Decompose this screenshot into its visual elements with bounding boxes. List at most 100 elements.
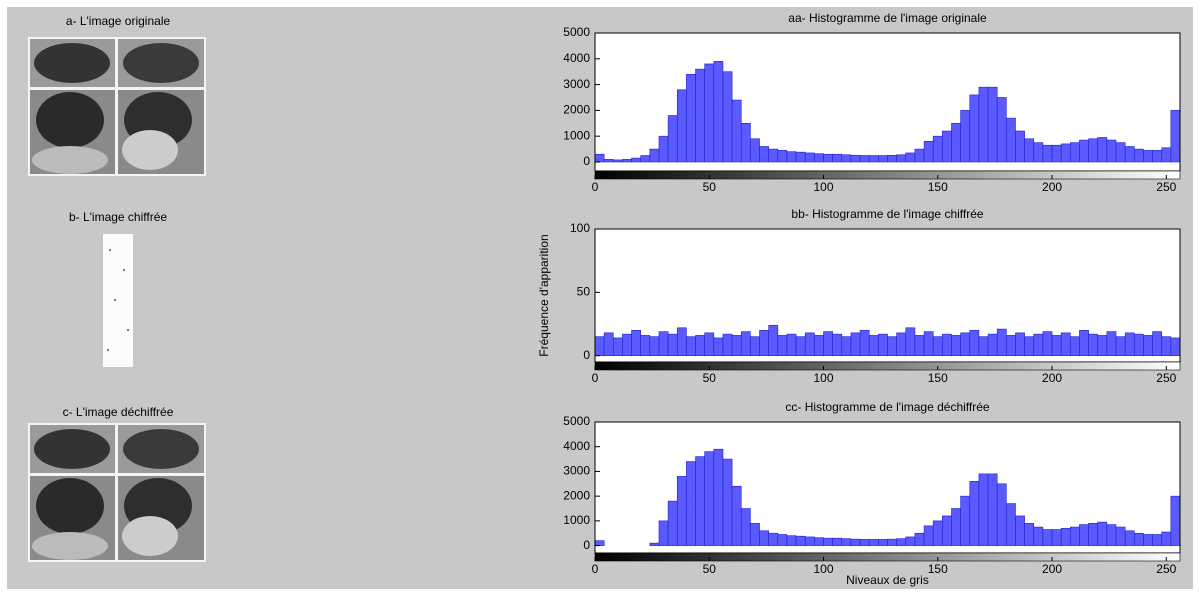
bar (641, 335, 650, 355)
x-tick-label: 0 (592, 371, 599, 385)
bar (622, 334, 631, 356)
bar (833, 334, 842, 356)
x-tick-label: 0 (592, 562, 599, 576)
y-tick-label: 1000 (563, 128, 590, 142)
bar (942, 131, 951, 162)
x-tick-label: 250 (1156, 371, 1176, 385)
bar (805, 537, 814, 546)
y-axis-label: Fréquence d'apparition (537, 234, 551, 356)
bar (1089, 523, 1098, 545)
bar (915, 149, 924, 162)
bar (1043, 332, 1052, 356)
bar (650, 149, 659, 162)
bar (1143, 150, 1152, 162)
bar (632, 158, 641, 162)
bar (1107, 140, 1116, 162)
bar (970, 481, 979, 545)
bar (723, 334, 732, 356)
bar (1116, 143, 1125, 162)
bar (732, 335, 741, 355)
x-tick-label: 200 (1042, 562, 1062, 576)
bar (979, 337, 988, 356)
bar (979, 87, 988, 162)
bar (732, 100, 741, 162)
x-axis-label: Niveaux de gris (846, 573, 929, 587)
bar (760, 146, 769, 161)
bar (760, 330, 769, 355)
bar (1089, 334, 1098, 356)
bar (1134, 149, 1143, 162)
bar (933, 136, 942, 162)
bar (613, 338, 622, 356)
x-tick-label: 100 (814, 371, 834, 385)
bar (942, 516, 951, 546)
bar (677, 328, 686, 356)
bar (1006, 118, 1015, 162)
bar (595, 541, 604, 546)
bar (1162, 532, 1171, 546)
bar (741, 332, 750, 356)
bar (851, 539, 860, 545)
bar (942, 334, 951, 356)
bar (1098, 137, 1107, 162)
bar (970, 95, 979, 162)
bar (1171, 110, 1180, 162)
y-tick-label: 50 (577, 285, 591, 299)
y-tick-label: 2000 (563, 103, 590, 117)
y-tick-label: 4000 (563, 439, 590, 453)
bar (878, 156, 887, 162)
y-tick-label: 0 (583, 154, 590, 168)
bar (1171, 496, 1180, 545)
bar (705, 64, 714, 162)
x-tick-label: 150 (928, 180, 948, 194)
x-tick-label: 150 (928, 562, 948, 576)
chart-title: cc- Histogramme de l'image déchiffrée (785, 400, 989, 414)
bar (1098, 522, 1107, 545)
bar (787, 152, 796, 162)
y-tick-label: 100 (570, 221, 590, 235)
panel-title: b- L'image chiffrée (69, 210, 167, 224)
bar (1052, 335, 1061, 355)
bar (1070, 337, 1079, 356)
bar (988, 474, 997, 546)
bar (705, 452, 714, 546)
bar (1153, 332, 1162, 356)
bar (1061, 333, 1070, 356)
bar (833, 154, 842, 162)
bar (1125, 146, 1134, 161)
bar (1107, 525, 1116, 546)
bar (796, 536, 805, 545)
bar (787, 536, 796, 546)
bar (951, 123, 960, 162)
bar (741, 509, 750, 546)
bar (714, 338, 723, 356)
bar (1143, 335, 1152, 355)
bar (1034, 334, 1043, 356)
bar (723, 72, 732, 162)
bar (842, 337, 851, 356)
bar (824, 332, 833, 356)
bar (1015, 333, 1024, 356)
bar (1070, 143, 1079, 162)
bar (860, 330, 869, 355)
bar (1107, 332, 1116, 356)
colorbar (595, 553, 1180, 561)
bar (860, 539, 869, 545)
bar (824, 154, 833, 162)
bar (842, 155, 851, 162)
bar (696, 335, 705, 355)
bar (686, 337, 695, 356)
bar (824, 538, 833, 545)
bar (897, 539, 906, 546)
bar (787, 334, 796, 356)
bar (1143, 534, 1152, 545)
bar (1116, 527, 1125, 546)
x-tick-label: 0 (592, 180, 599, 194)
bar (750, 523, 759, 545)
bar (650, 337, 659, 356)
bar (796, 152, 805, 162)
bar (915, 533, 924, 545)
bar (878, 539, 887, 545)
chart-title: bb- Histogramme de l'image chiffrée (791, 207, 983, 221)
y-tick-label: 3000 (563, 77, 590, 91)
